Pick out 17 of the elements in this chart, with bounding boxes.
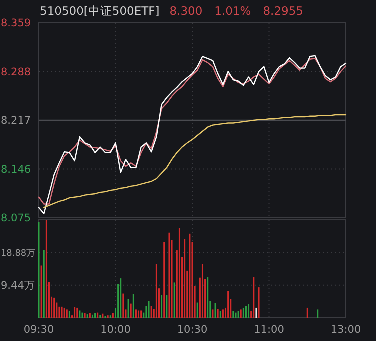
text: 8.300	[170, 4, 203, 18]
x-tick-label: 09:30	[24, 324, 54, 336]
x-tick-label: 10:30	[177, 324, 208, 336]
line-series	[44, 114, 347, 208]
text: 8.2955	[263, 4, 304, 18]
y-tick-label: 8.217	[1, 115, 32, 128]
x-tick-label: 10:00	[100, 324, 131, 336]
x-tick-label: 11:00	[254, 324, 284, 336]
text: 1.01%	[214, 4, 252, 18]
y-tick-label: 8.075	[1, 212, 32, 225]
x-tick-label: 13:00	[330, 324, 362, 336]
y-tick-label: 8.359	[1, 18, 32, 30]
y-tick-label: 8.146	[1, 164, 32, 176]
chart-title: 510500[中证500ETF]	[40, 4, 160, 18]
y-tick-label: 18.88万	[1, 248, 36, 259]
y-tick-label: 8.288	[1, 66, 32, 78]
y-tick-label: 9.44万	[1, 280, 36, 292]
